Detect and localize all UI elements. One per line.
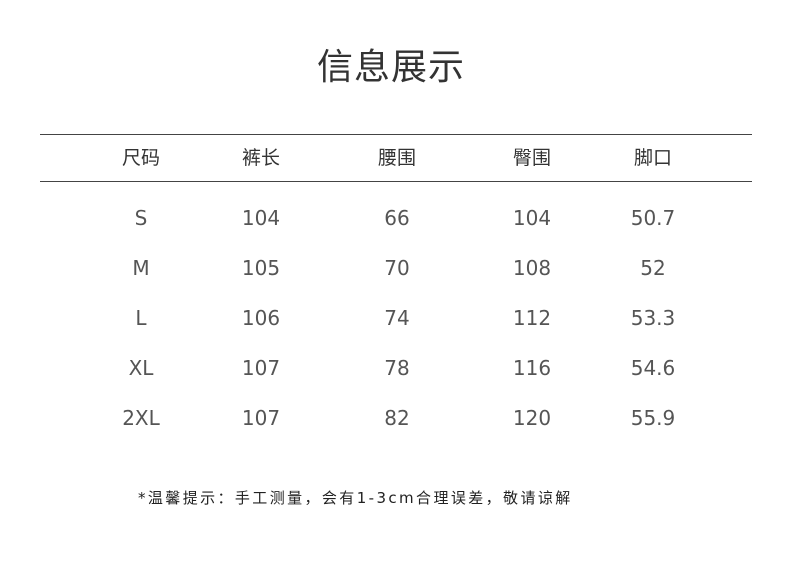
table-cell: 54.6 xyxy=(630,356,676,380)
table-cell: XL xyxy=(128,356,154,380)
column-header: 腰围 xyxy=(377,147,416,169)
table-cell: 116 xyxy=(512,356,552,380)
table-cell: 105 xyxy=(241,256,281,280)
table-cell: 52 xyxy=(640,256,666,280)
divider-header xyxy=(40,181,752,182)
table-cell: 120 xyxy=(512,406,552,430)
table-cell: 82 xyxy=(384,406,410,430)
table-cell: 53.3 xyxy=(630,306,676,330)
table-cell: 66 xyxy=(384,206,410,230)
table-cell: 78 xyxy=(384,356,410,380)
table-cell: L xyxy=(135,306,147,330)
divider-top xyxy=(40,134,752,135)
table-cell: 104 xyxy=(512,206,552,230)
table-cell: 55.9 xyxy=(630,406,676,430)
table-cell: 70 xyxy=(384,256,410,280)
table-cell: 107 xyxy=(241,406,281,430)
column-header: 裤长 xyxy=(241,147,280,169)
table-cell: 74 xyxy=(384,306,410,330)
table-cell: 107 xyxy=(241,356,281,380)
table-cell: 108 xyxy=(512,256,552,280)
page-title: 信息展示 xyxy=(316,47,465,88)
table-cell: 104 xyxy=(241,206,281,230)
column-header: 脚口 xyxy=(633,147,672,169)
column-header: 尺码 xyxy=(121,147,160,169)
measurement-note: *温馨提示：手工测量，会有1-3cm合理误差，敬请谅解 xyxy=(138,489,573,507)
table-cell: M xyxy=(132,256,150,280)
table-cell: 2XL xyxy=(122,406,160,430)
table-cell: 106 xyxy=(241,306,281,330)
table-cell: 50.7 xyxy=(630,206,676,230)
column-header: 臀围 xyxy=(512,147,551,169)
table-cell: S xyxy=(134,206,148,230)
table-cell: 112 xyxy=(512,306,552,330)
